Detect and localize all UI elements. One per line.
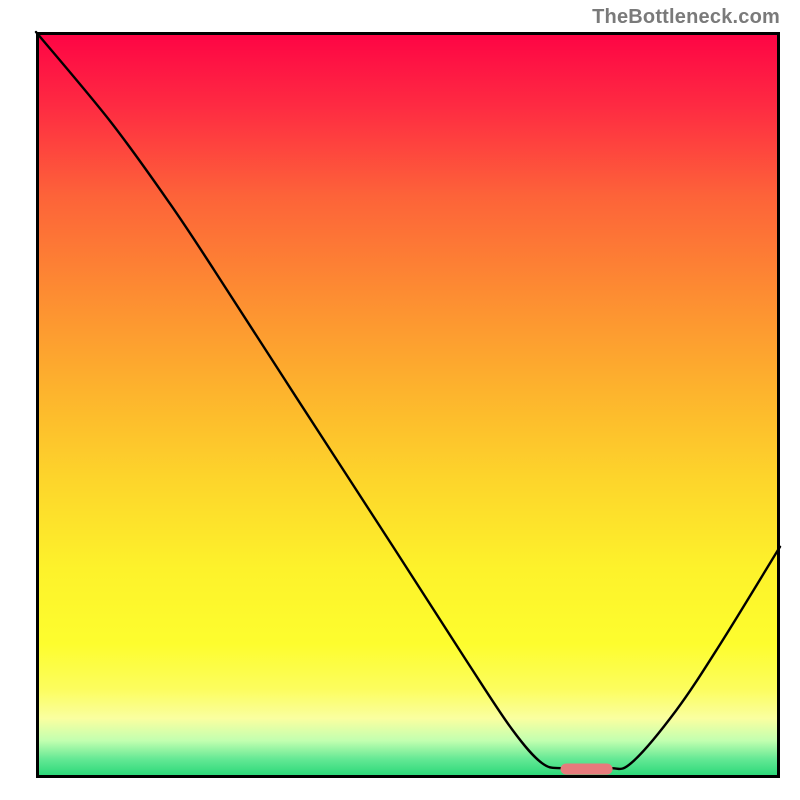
bottleneck-chart [36,32,780,778]
chart-border [38,34,779,777]
watermark-text: TheBottleneck.com [592,6,780,29]
bottleneck-curve [36,32,780,769]
optimal-range-marker [561,763,613,774]
chart-svg-layer [36,32,780,778]
